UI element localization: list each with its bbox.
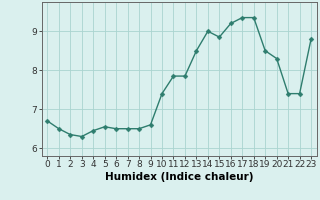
X-axis label: Humidex (Indice chaleur): Humidex (Indice chaleur)	[105, 172, 253, 182]
